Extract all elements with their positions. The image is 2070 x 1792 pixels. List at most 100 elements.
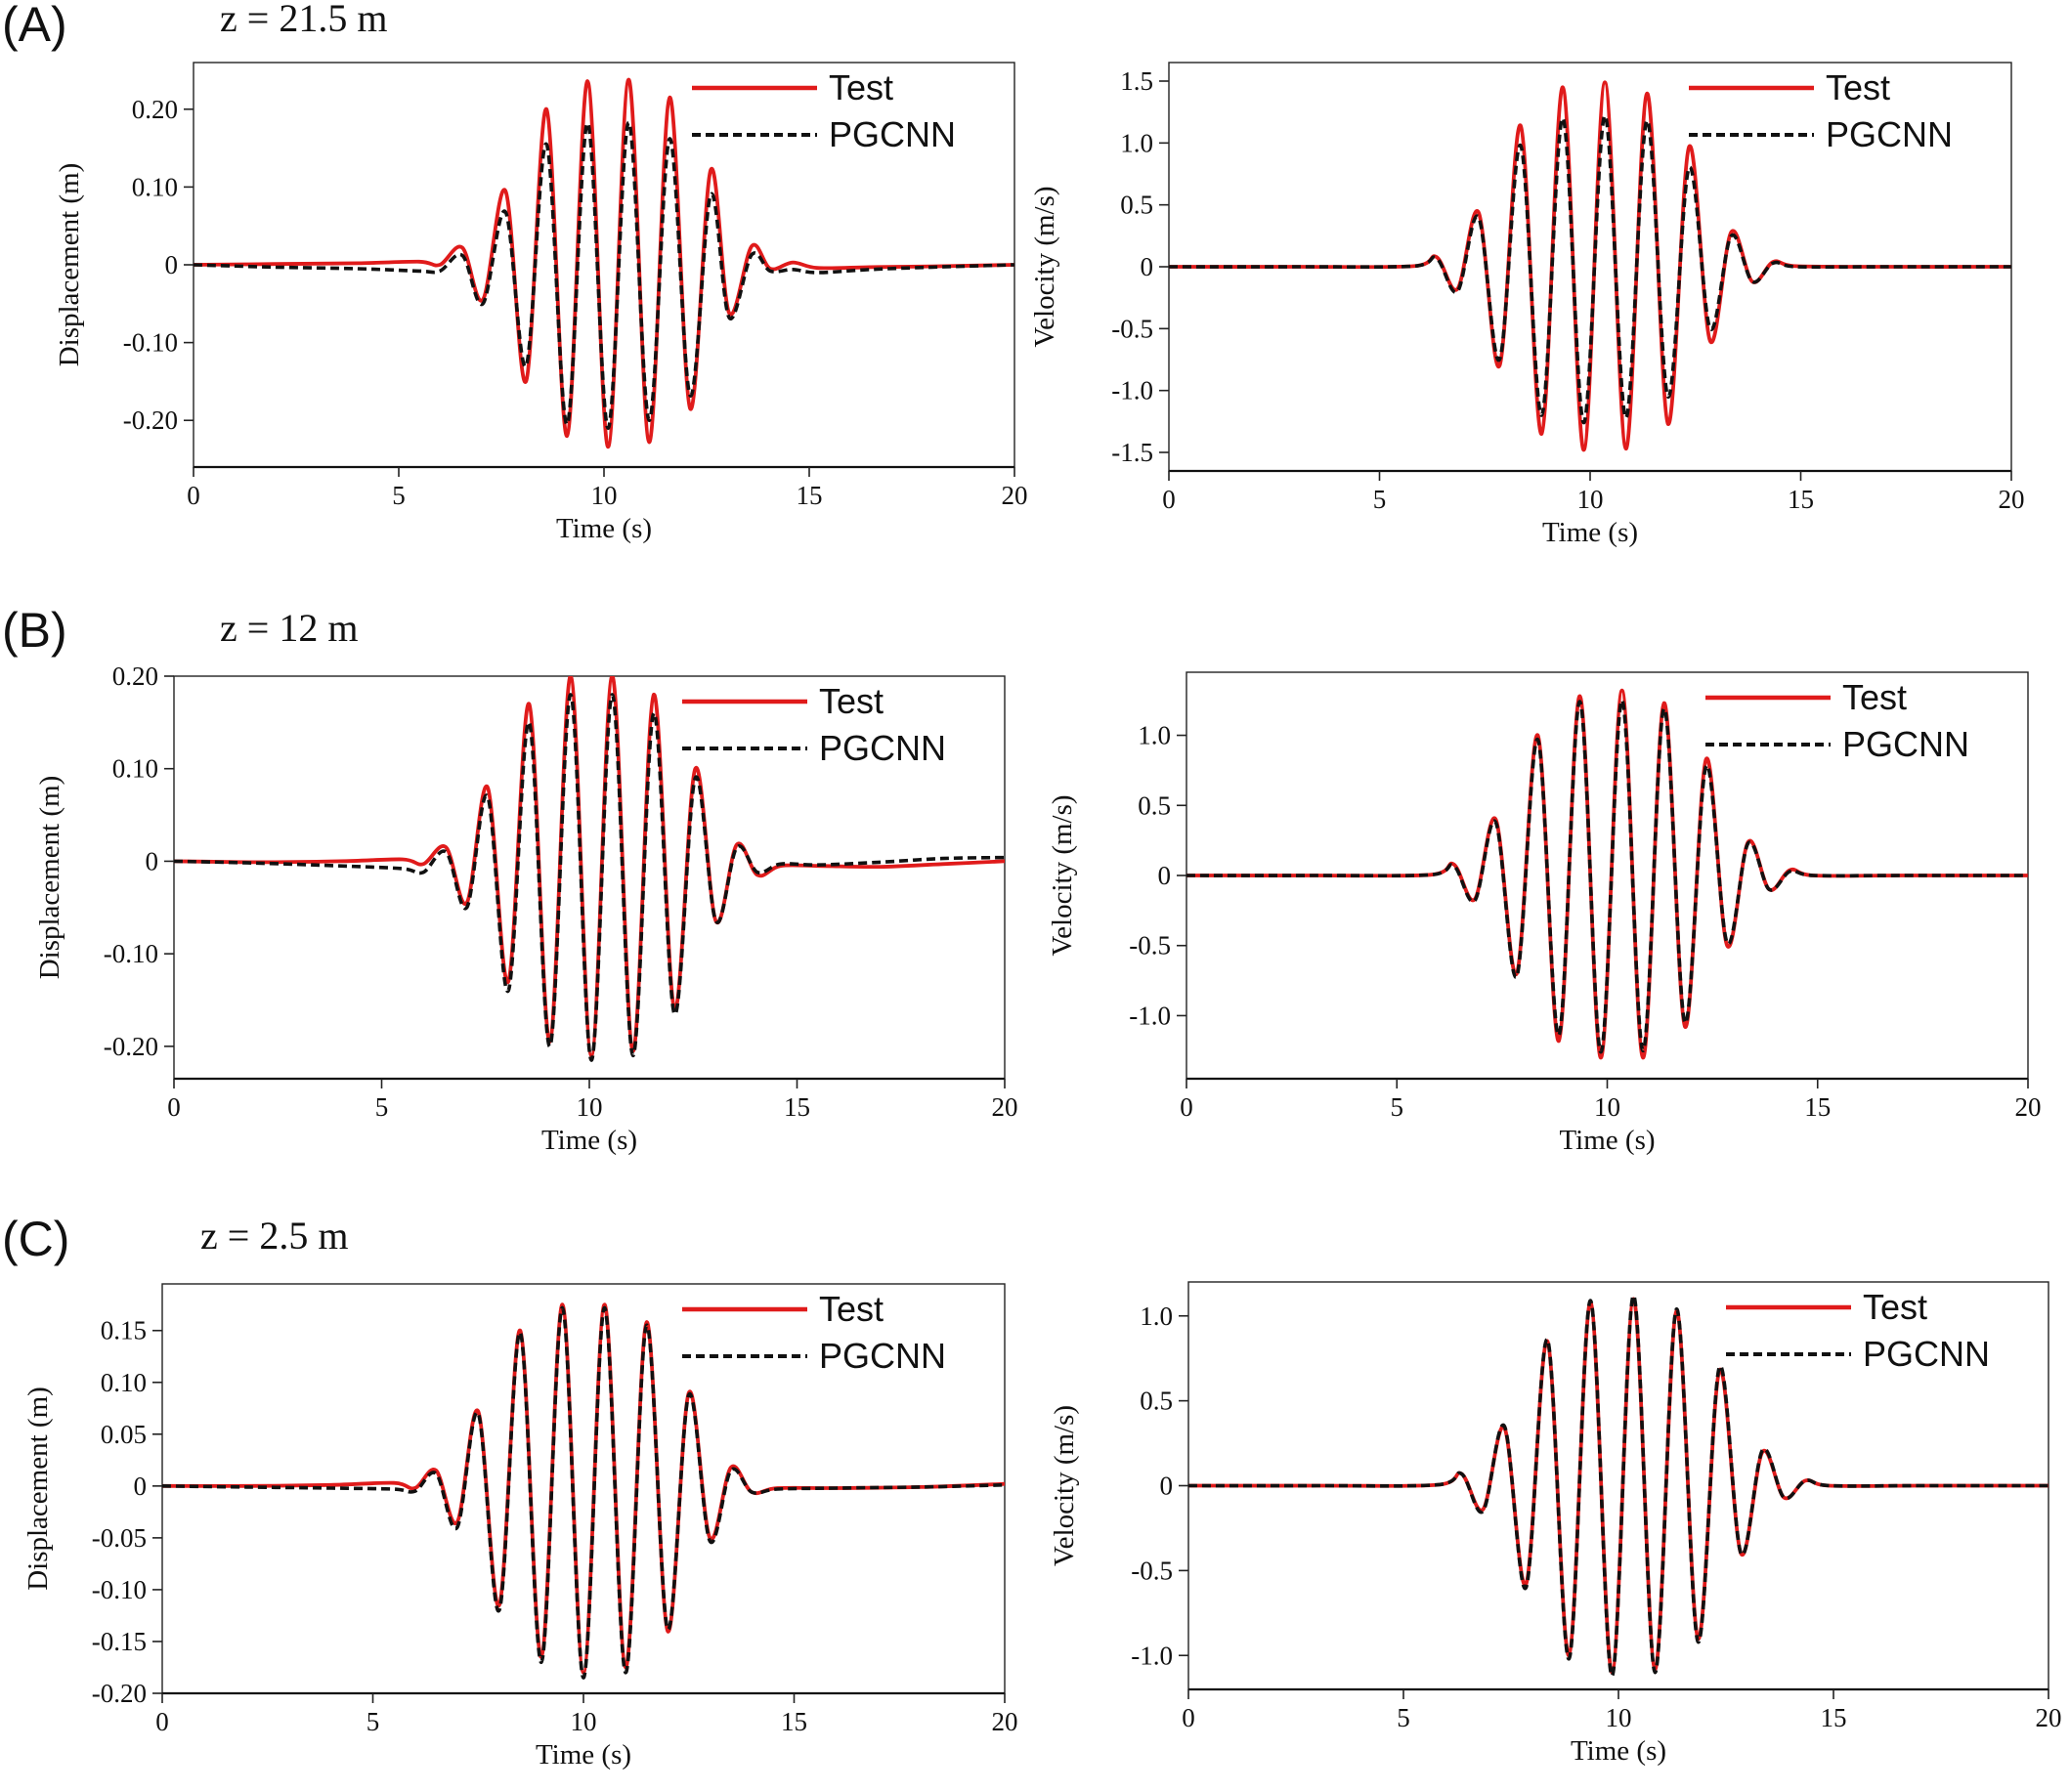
series-line-pgcnn	[1186, 698, 2028, 1054]
chart-b-displacement: 0 5 10 15 20 -0.20 -0.10 0 0.10 0.20 Time (s) Displ…	[34, 661, 1018, 1156]
x-tick-label: 10	[571, 1707, 597, 1736]
y-tick-label: -0.10	[104, 939, 158, 968]
x-tick-label: 15	[784, 1092, 810, 1122]
y-tick-label: -1.0	[1111, 376, 1153, 405]
x-axis-title: Time (s)	[1571, 1735, 1666, 1767]
x-tick-label: 0	[155, 1707, 169, 1736]
x-tick-label: 5	[375, 1092, 389, 1122]
legend-label-test: Test	[1842, 677, 1907, 717]
y-axis-title: Velocity (m/s)	[1029, 186, 1060, 347]
series-line-pgcnn	[1188, 1294, 2048, 1678]
y-tick-label: -0.20	[123, 405, 178, 435]
x-axis-title: Time (s)	[1542, 517, 1638, 548]
x-axis-title: Time (s)	[536, 1739, 631, 1771]
legend-label-pgcnn: PGCNN	[1842, 724, 1969, 764]
y-tick-label: -1.5	[1111, 438, 1153, 467]
chart-b-velocity: 0 5 10 15 20 -1.0 -0.5 0 0.5 1.0 Time (s) Velocity …	[1047, 671, 2042, 1156]
y-tick-label: -1.0	[1129, 1001, 1171, 1030]
chart-a-displacement: 0 5 10 15 20 -0.20 -0.10 0 0.10 0.20 Time (s) Displ…	[54, 62, 1028, 544]
series-line-pgcnn	[194, 120, 1014, 431]
y-tick-label: 0.10	[112, 754, 158, 784]
x-tick-label: 20	[992, 1092, 1018, 1122]
y-axis-title: Displacement (m)	[22, 1387, 54, 1591]
charts: 0 5 10 15 20 -0.20 -0.10 0 0.10 0.20 Time (s) Displ…	[22, 62, 2062, 1771]
x-axis-title: Time (s)	[556, 513, 652, 544]
legend-label-test: Test	[1826, 67, 1890, 107]
depth-label-c: z = 2.5 m	[200, 1214, 348, 1258]
x-tick-label: 5	[392, 481, 406, 510]
x-tick-label: 5	[1391, 1092, 1404, 1122]
legend-label-test: Test	[829, 67, 893, 107]
series-line-pgcnn	[1169, 113, 2011, 425]
y-tick-label: 1.0	[1140, 1301, 1173, 1331]
y-tick-label: -0.20	[104, 1032, 158, 1061]
y-tick-label: 0.5	[1140, 1387, 1173, 1416]
legend-label-test: Test	[819, 1289, 884, 1329]
x-tick-label: 5	[367, 1707, 380, 1736]
x-tick-label: 0	[1180, 1092, 1193, 1122]
x-tick-label: 20	[2015, 1092, 2042, 1122]
panel-letter-b: (B)	[2, 603, 67, 658]
legend-label-pgcnn: PGCNN	[1863, 1334, 1990, 1374]
y-tick-label: 1.0	[1120, 128, 1153, 157]
y-tick-label: -0.20	[92, 1679, 147, 1708]
x-tick-label: 20	[1002, 481, 1028, 510]
x-tick-label: 15	[1821, 1703, 1847, 1732]
x-tick-label: 5	[1397, 1703, 1410, 1732]
y-tick-label: 1.0	[1138, 721, 1171, 750]
x-tick-label: 20	[992, 1707, 1018, 1736]
y-tick-label: 0.5	[1138, 790, 1171, 820]
y-axis-title: Velocity (m/s)	[1049, 1405, 1080, 1566]
y-tick-label: 0	[134, 1472, 148, 1501]
legend-label-pgcnn: PGCNN	[1826, 114, 1953, 154]
y-tick-label: 0.20	[112, 661, 158, 691]
y-tick-label: 0.10	[132, 172, 178, 201]
x-tick-label: 10	[591, 481, 618, 510]
x-tick-label: 15	[781, 1707, 807, 1736]
y-tick-label: -0.5	[1129, 931, 1171, 960]
legend-label-pgcnn: PGCNN	[829, 114, 956, 154]
y-tick-label: 0	[165, 250, 179, 279]
y-tick-label: -0.15	[92, 1627, 147, 1656]
y-tick-label: -0.5	[1111, 314, 1153, 343]
x-axis-title: Time (s)	[541, 1125, 637, 1156]
y-tick-label: 0.5	[1120, 191, 1153, 220]
x-tick-label: 0	[1182, 1703, 1195, 1732]
panel-letter-a: (A)	[2, 0, 67, 52]
y-axis-title: Displacement (m)	[54, 163, 85, 367]
y-tick-label: -0.5	[1131, 1556, 1173, 1585]
y-tick-label: -0.05	[92, 1523, 147, 1553]
y-tick-label: 0.10	[101, 1368, 147, 1397]
y-tick-label: 0	[1141, 252, 1154, 281]
x-tick-label: 0	[187, 481, 200, 510]
legend-label-test: Test	[819, 681, 884, 721]
x-tick-label: 20	[1999, 485, 2025, 514]
x-tick-label: 10	[1594, 1092, 1620, 1122]
x-tick-label: 15	[797, 481, 823, 510]
legend-label-pgcnn: PGCNN	[819, 1336, 946, 1376]
y-tick-label: -0.10	[92, 1575, 147, 1604]
depth-label-a: z = 21.5 m	[220, 0, 387, 40]
y-tick-label: -1.0	[1131, 1641, 1173, 1670]
x-tick-label: 10	[1606, 1703, 1632, 1732]
legend-label-pgcnn: PGCNN	[819, 728, 946, 768]
x-tick-label: 0	[167, 1092, 181, 1122]
y-tick-label: 1.5	[1120, 66, 1153, 96]
x-tick-label: 10	[1577, 485, 1604, 514]
legend-label-test: Test	[1863, 1287, 1927, 1327]
y-axis-title: Velocity (m/s)	[1047, 794, 1078, 956]
y-tick-label: 0.15	[101, 1316, 147, 1345]
x-tick-label: 10	[577, 1092, 603, 1122]
chart-a-velocity: 0 5 10 15 20 -1.5 -1.0 -0.5 0 0.5 1.0 1.5 Time (s) Ve…	[1029, 62, 2025, 548]
depth-label-b: z = 12 m	[220, 606, 358, 650]
panel-letter-c: (C)	[2, 1212, 69, 1266]
x-tick-label: 5	[1373, 485, 1387, 514]
y-tick-label: 0	[146, 846, 159, 875]
y-axis-title: Displacement (m)	[34, 776, 65, 980]
y-tick-label: 0	[1158, 861, 1172, 890]
chart-c-velocity: 0 5 10 15 20 -1.0 -0.5 0 0.5 1.0 Time (s) Velocity …	[1049, 1281, 2062, 1767]
y-tick-label: 0	[1160, 1472, 1174, 1501]
x-tick-label: 0	[1162, 485, 1176, 514]
x-tick-label: 20	[2036, 1703, 2062, 1732]
